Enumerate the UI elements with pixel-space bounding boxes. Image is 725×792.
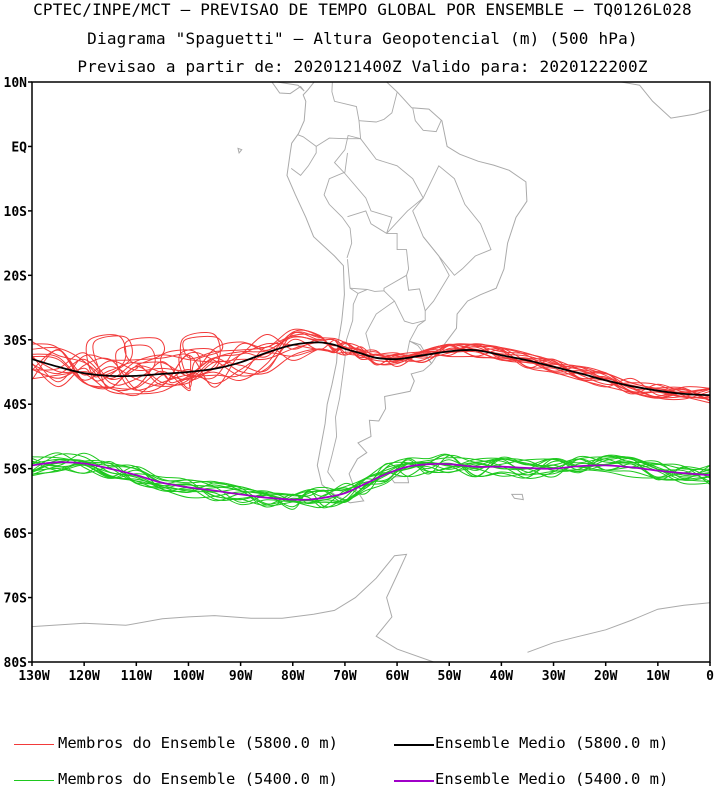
lat-tick-label: 30S: [4, 334, 28, 349]
lat-tick-label: 20S: [4, 269, 28, 284]
lon-tick-label: 120W: [68, 669, 99, 684]
lat-tick-label: 80S: [4, 656, 28, 671]
member-contour-5400: [32, 454, 710, 510]
ensemble-members-5400: [32, 452, 710, 510]
member-contour-5400: [32, 458, 710, 504]
lon-tick-label: 10W: [646, 669, 670, 684]
member-contour-5400: [32, 455, 710, 506]
lon-tick-label: 40W: [490, 669, 514, 684]
title-line-2: Diagrama "Spaguetti" – Altura Geopotenci…: [87, 29, 638, 48]
lon-tick-label: 70W: [333, 669, 357, 684]
lon-tick-label: 90W: [229, 669, 253, 684]
member-contour-5800: [32, 342, 710, 401]
lat-tick-label: 10S: [4, 205, 28, 220]
ensemble-members-5800: [32, 328, 710, 404]
lat-tick-label: EQ: [11, 140, 27, 155]
lon-tick-label: 30W: [542, 669, 566, 684]
legend-label-mean-5800: Ensemble Medio (5800.0 m): [435, 734, 669, 752]
lon-tick-label: 50W: [437, 669, 461, 684]
lon-tick-label: 130W: [18, 669, 49, 684]
member-contour-5400: [32, 453, 710, 506]
member-contour-5800: [32, 331, 710, 399]
legend-swatch-members-5400: [14, 780, 54, 781]
member-contour-5800: [32, 329, 710, 404]
lat-tick-label: 70S: [4, 592, 28, 607]
title-line-3: Previsao a partir de: 2020121400Z Valido…: [77, 57, 648, 76]
legend-swatch-mean-5800: [394, 744, 434, 746]
lon-tick-label: 0: [706, 669, 714, 684]
latitude-axis: 10N EQ 10S 20S 30S 40S 50S 60S 70S 80S: [4, 76, 32, 671]
legend-label-members-5400: Membros do Ensemble (5400.0 m): [58, 770, 338, 788]
lon-tick-label: 100W: [173, 669, 204, 684]
legend-swatch-members-5800: [14, 744, 54, 745]
ensemble-mean-5400: [32, 461, 710, 501]
coastlines: [32, 82, 710, 662]
member-contour-5400: [32, 454, 710, 506]
member-contour-5800: [32, 343, 710, 401]
lon-tick-label: 110W: [121, 669, 152, 684]
lon-tick-label: 60W: [385, 669, 409, 684]
member-contour-5800: [32, 338, 710, 400]
legend-swatch-mean-5400: [394, 780, 434, 782]
longitude-axis: 130W 120W 110W 100W 90W 80W 70W 60W 50W 40W 30W 20W…: [18, 662, 714, 684]
lat-tick-label: 40S: [4, 398, 28, 413]
ensemble-mean-5800: [32, 341, 710, 397]
country-borders: [290, 82, 492, 482]
lat-tick-label: 60S: [4, 527, 28, 542]
legend-label-mean-5400: Ensemble Medio (5400.0 m): [435, 770, 669, 788]
title-line-1: CPTEC/INPE/MCT – PREVISAO DE TEMPO GLOBA…: [33, 0, 692, 19]
lon-tick-label: 80W: [281, 669, 305, 684]
plot-frame: [31, 81, 711, 663]
lat-tick-label: 10N: [4, 76, 28, 91]
lon-tick-label: 20W: [594, 669, 618, 684]
lat-tick-label: 50S: [4, 463, 28, 478]
legend-label-members-5800: Membros do Ensemble (5800.0 m): [58, 734, 338, 752]
